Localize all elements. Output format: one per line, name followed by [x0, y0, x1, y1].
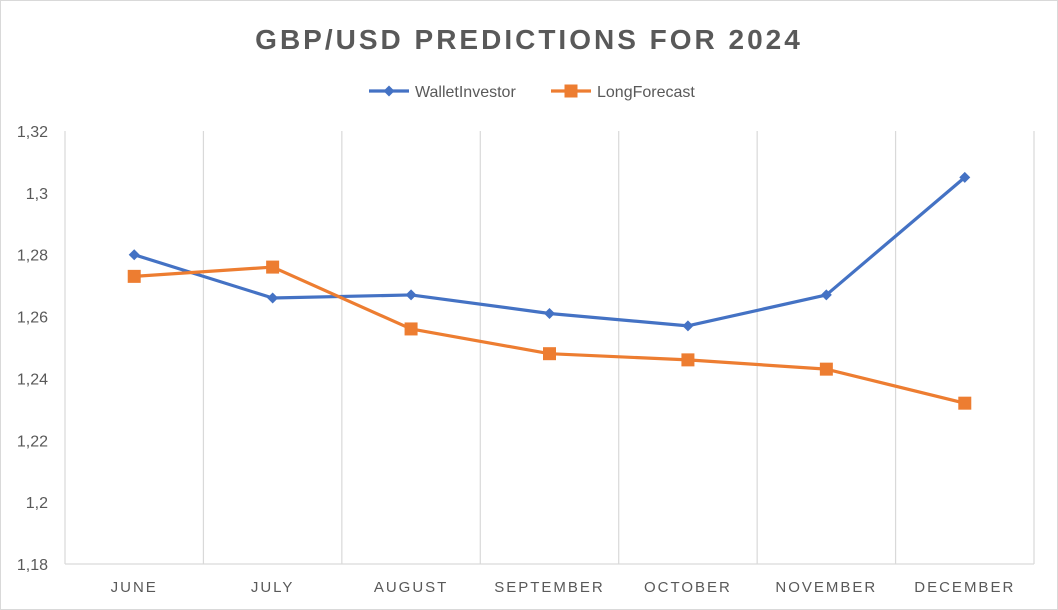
x-tick-label: AUGUST	[374, 579, 449, 596]
data-point-longforecast	[681, 353, 695, 367]
y-tick-label: 1,22	[17, 433, 48, 450]
data-point-walletinvestor	[820, 289, 832, 301]
legend-marker-longforecast	[564, 84, 578, 98]
data-point-walletinvestor	[405, 289, 417, 301]
x-tick-label: JULY	[251, 579, 295, 596]
x-tick-label: OCTOBER	[644, 579, 732, 596]
legend-label: WalletInvestor	[415, 84, 516, 101]
data-point-walletinvestor	[682, 320, 694, 332]
x-axis: JUNE JULY AUGUST SEPTEMBER OCTOBER NOVEMBER DE…	[111, 579, 1015, 596]
y-axis: 1,18 1,2 1,22 1,24 1,26 1,28 1,3 1,32	[17, 124, 48, 574]
series-line-walletinvestor	[132, 175, 967, 328]
data-point-walletinvestor	[128, 249, 140, 261]
data-point-longforecast	[404, 322, 418, 336]
legend-label: LongForecast	[597, 84, 695, 101]
x-tick-label: DECEMBER	[914, 579, 1015, 596]
chart-title: GBP/USD PREDICTIONS FOR 2024	[255, 24, 803, 55]
data-point-longforecast	[266, 260, 280, 274]
data-point-longforecast	[127, 269, 141, 283]
y-tick-label: 1,18	[17, 557, 48, 574]
x-tick-label: JUNE	[111, 579, 158, 596]
legend-marker-walletinvestor	[383, 85, 395, 97]
gridlines	[64, 131, 1035, 565]
x-tick-label: SEPTEMBER	[494, 579, 605, 596]
data-point-walletinvestor	[959, 171, 971, 183]
x-tick-label: NOVEMBER	[775, 579, 877, 596]
y-tick-label: 1,2	[26, 495, 48, 512]
series-line-longforecast	[132, 265, 967, 405]
y-tick-label: 1,28	[17, 248, 48, 265]
data-point-walletinvestor	[544, 307, 555, 319]
y-tick-label: 1,32	[17, 124, 48, 141]
legend: WalletInvestor LongForecast	[369, 84, 695, 101]
y-tick-label: 1,26	[17, 310, 48, 327]
series-layer	[127, 171, 972, 410]
data-point-longforecast	[543, 347, 556, 361]
y-tick-label: 1,3	[26, 186, 48, 203]
data-point-walletinvestor	[267, 292, 279, 304]
data-point-longforecast	[958, 396, 972, 410]
y-tick-label: 1,24	[17, 371, 48, 388]
data-point-longforecast	[819, 362, 833, 376]
